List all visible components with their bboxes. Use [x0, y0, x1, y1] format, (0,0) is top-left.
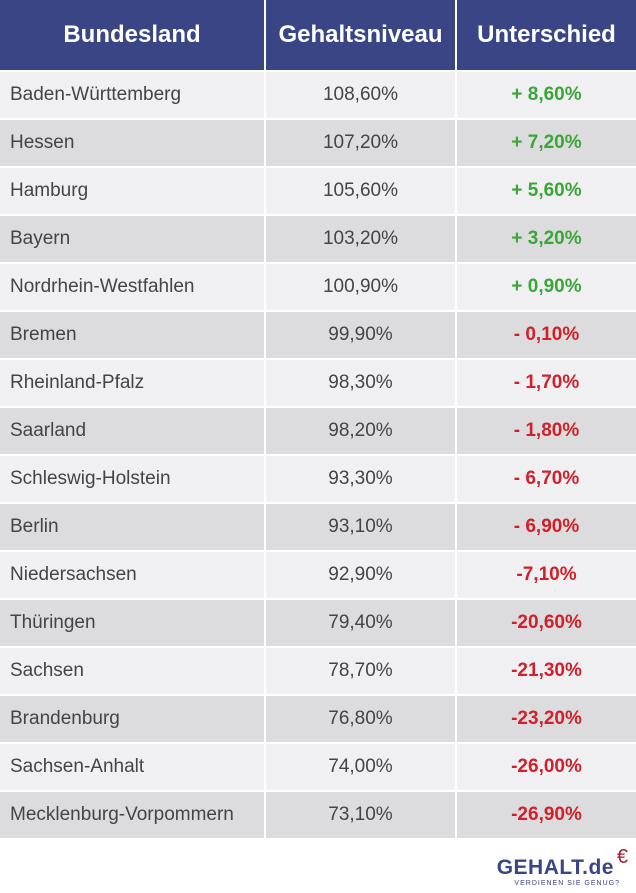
cell-gehaltsniveau: 93,10%: [264, 504, 455, 550]
cell-unterschied: + 8,60%: [455, 72, 636, 118]
cell-bundesland: Brandenburg: [10, 708, 120, 729]
table-row: Bremen 99,90% - 0,10%: [0, 312, 636, 360]
cell-bundesland: Baden-Württemberg: [10, 84, 182, 105]
table-row: Baden-Württemberg 108,60% + 8,60%: [0, 72, 636, 120]
header-bundesland: Bundesland: [63, 21, 201, 48]
cell-unterschied: - 1,80%: [455, 408, 636, 454]
cell-unterschied: -20,60%: [455, 600, 636, 646]
cell-unterschied: - 6,90%: [455, 504, 636, 550]
cell-bundesland: Mecklenburg-Vorpommern: [10, 804, 234, 825]
cell-gehaltsniveau: 76,80%: [264, 696, 455, 742]
cell-gehaltsniveau: 103,20%: [264, 216, 455, 262]
header-unterschied: Unterschied: [455, 0, 636, 70]
cell-bundesland: Thüringen: [10, 612, 96, 633]
cell-bundesland: Niedersachsen: [10, 564, 137, 585]
header-gehaltsniveau: Gehaltsniveau: [264, 0, 455, 70]
cell-unterschied: - 0,10%: [455, 312, 636, 358]
table-row: Hamburg 105,60% + 5,60%: [0, 168, 636, 216]
cell-gehaltsniveau: 79,40%: [264, 600, 455, 646]
salary-table: Bundesland Gehaltsniveau Unterschied Bad…: [0, 0, 636, 840]
table-row: Nordrhein-Westfahlen 100,90% + 0,90%: [0, 264, 636, 312]
cell-bundesland: Hessen: [10, 132, 75, 153]
table-row: Berlin 93,10% - 6,90%: [0, 504, 636, 552]
cell-gehaltsniveau: 74,00%: [264, 744, 455, 790]
cell-gehaltsniveau: 93,30%: [264, 456, 455, 502]
cell-unterschied: -26,90%: [455, 792, 636, 838]
table-row: Brandenburg 76,80% -23,20%: [0, 696, 636, 744]
cell-unterschied: + 5,60%: [455, 168, 636, 214]
table-row: Bayern 103,20% + 3,20%: [0, 216, 636, 264]
table-row: Mecklenburg-Vorpommern 73,10% -26,90%: [0, 792, 636, 840]
table-row: Saarland 98,20% - 1,80%: [0, 408, 636, 456]
cell-gehaltsniveau: 99,90%: [264, 312, 455, 358]
table-row: Sachsen-Anhalt 74,00% -26,00%: [0, 744, 636, 792]
table-row: Hessen 107,20% + 7,20%: [0, 120, 636, 168]
cell-gehaltsniveau: 98,20%: [264, 408, 455, 454]
euro-icon: €: [616, 846, 628, 868]
cell-bundesland: Saarland: [10, 420, 87, 441]
cell-bundesland: Schleswig-Holstein: [10, 468, 171, 489]
logo-tagline: VERDIENEN SIE GENUG?: [514, 880, 620, 887]
cell-gehaltsniveau: 105,60%: [264, 168, 455, 214]
cell-unterschied: -7,10%: [455, 552, 636, 598]
logo-wordmark: GEHALT.de: [496, 856, 614, 879]
table-row: Niedersachsen 92,90% -7,10%: [0, 552, 636, 600]
table-row: Rheinland-Pfalz 98,30% - 1,70%: [0, 360, 636, 408]
table-row: Sachsen 78,70% -21,30%: [0, 648, 636, 696]
cell-bundesland: Bayern: [10, 228, 71, 249]
cell-unterschied: + 3,20%: [455, 216, 636, 262]
cell-unterschied: -23,20%: [455, 696, 636, 742]
cell-bundesland: Sachsen: [10, 660, 84, 681]
table-header-row: Bundesland Gehaltsniveau Unterschied: [0, 0, 636, 72]
cell-unterschied: + 0,90%: [455, 264, 636, 310]
cell-unterschied: - 1,70%: [455, 360, 636, 406]
cell-gehaltsniveau: 73,10%: [264, 792, 455, 838]
cell-unterschied: -26,00%: [455, 744, 636, 790]
cell-gehaltsniveau: 78,70%: [264, 648, 455, 694]
cell-bundesland: Nordrhein-Westfahlen: [10, 276, 195, 297]
cell-gehaltsniveau: 100,90%: [264, 264, 455, 310]
cell-bundesland: Bremen: [10, 324, 77, 345]
table-body: Baden-Württemberg 108,60% + 8,60% Hessen 107…: [0, 72, 636, 840]
cell-gehaltsniveau: 107,20%: [264, 120, 455, 166]
cell-unterschied: - 6,70%: [455, 456, 636, 502]
cell-bundesland: Berlin: [10, 516, 59, 537]
cell-gehaltsniveau: 108,60%: [264, 72, 455, 118]
cell-gehaltsniveau: 98,30%: [264, 360, 455, 406]
cell-bundesland: Sachsen-Anhalt: [10, 756, 145, 777]
cell-bundesland: Hamburg: [10, 180, 89, 201]
cell-bundesland: Rheinland-Pfalz: [10, 372, 145, 393]
table-row: Thüringen 79,40% -20,60%: [0, 600, 636, 648]
table-row: Schleswig-Holstein 93,30% - 6,70%: [0, 456, 636, 504]
gehalt-logo: GEHALT.de € VERDIENEN SIE GENUG?: [497, 846, 628, 890]
cell-unterschied: -21,30%: [455, 648, 636, 694]
cell-unterschied: + 7,20%: [455, 120, 636, 166]
cell-gehaltsniveau: 92,90%: [264, 552, 455, 598]
